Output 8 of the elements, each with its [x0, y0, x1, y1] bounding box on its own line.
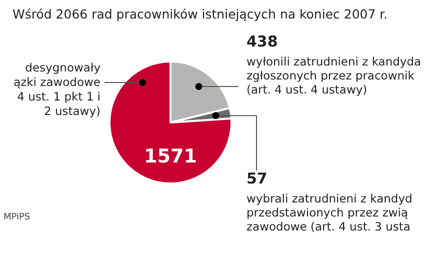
data-label: 1571 [144, 146, 197, 168]
data-label: 57 [246, 170, 268, 188]
slice-label: wyłonili zatrudnieni z kandyda zgłoszonych przez pracownik (art. 4 ust. 4 ustawy) [246, 54, 422, 96]
chart-title: Wśród 2066 rad pracowników istniejących na koniec 2007 r. [12, 6, 388, 22]
slice-label: wybrali zatrudnieni z kandyd przedstawionych przez zwią zawodowe (art. 4 ust. 3 usta [246, 192, 412, 234]
text: MPiPS [4, 212, 30, 222]
slice-label: desygnowały ązki zawodowe 4 ust. 1 pkt 1 i 2 ustawy) [14, 60, 101, 118]
data-label: 438 [246, 32, 278, 50]
